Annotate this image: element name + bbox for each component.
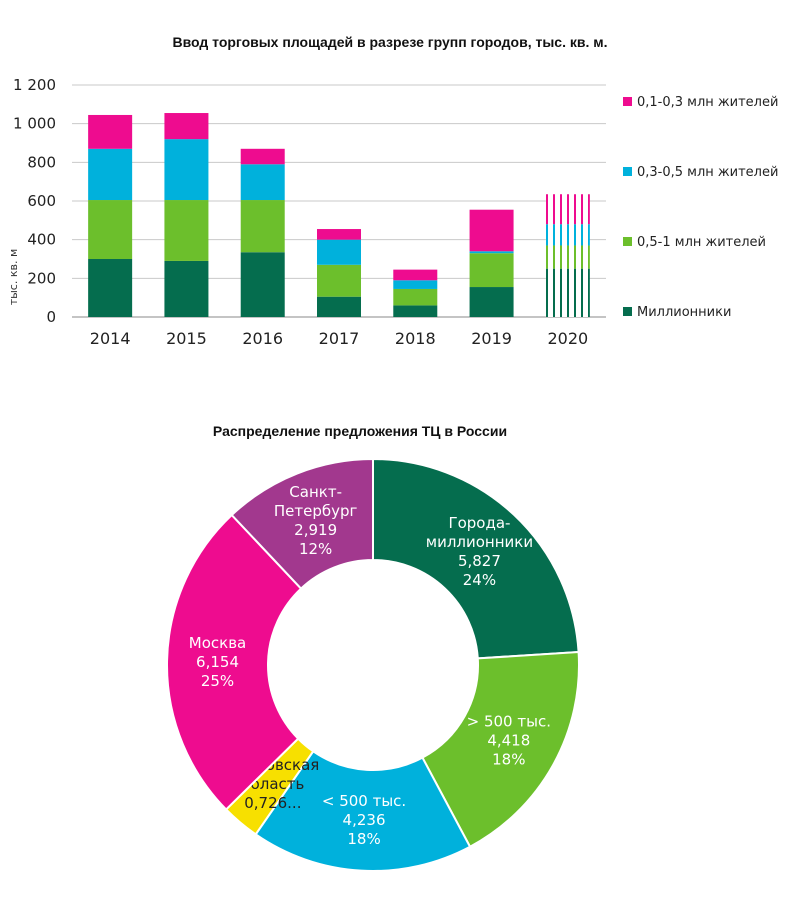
slice-label: миллионники — [426, 533, 533, 551]
x-tick-label: 2018 — [395, 329, 436, 348]
y-tick-label: 1 200 — [13, 76, 56, 94]
slice-percent: 12% — [299, 540, 332, 558]
y-tick-label: 1 000 — [13, 115, 56, 133]
legend-swatch — [623, 97, 632, 106]
slice-label: Санкт- — [289, 483, 342, 501]
bar-segment — [240, 164, 285, 201]
bar-segment — [88, 259, 133, 317]
legend-label: 0,3-0,5 млн жителей — [637, 165, 778, 180]
slice-percent: 18% — [347, 830, 380, 848]
legend-label: Миллионники — [637, 305, 731, 320]
slice-label: Петербург — [274, 502, 358, 520]
bar-segment — [393, 305, 438, 317]
x-tick-label: 2016 — [242, 329, 283, 348]
bar-segment — [545, 224, 590, 246]
y-tick-label: 400 — [27, 231, 56, 249]
bar-segment — [317, 229, 361, 240]
y-tick-label: 0 — [46, 308, 56, 326]
slice-value: 5,827 — [458, 552, 501, 570]
bar-segment — [164, 139, 209, 201]
legend-swatch — [623, 307, 632, 316]
y-tick-label: 800 — [27, 153, 56, 171]
donut-chart-title: Распределение предложения ТЦ в России — [212, 423, 508, 439]
donut-slice — [166, 513, 303, 811]
stacked-bar-chart: 0 200 400 600 800 1 000 1 200 тыс. кв. м 2014 201… — [7, 76, 778, 348]
bar-segment — [240, 148, 285, 165]
bar-segment — [469, 209, 514, 252]
bar-segment — [164, 260, 209, 317]
legend-swatch — [623, 167, 632, 176]
bar-segment — [393, 280, 438, 289]
slice-value: 6,154 — [196, 653, 239, 671]
bar-segment — [317, 296, 361, 317]
bar-segment — [240, 252, 285, 317]
y-tick-label: 200 — [27, 269, 56, 287]
bar-segment — [88, 148, 133, 201]
slice-value: 4,418 — [487, 732, 530, 750]
legend-label: 0,5-1 млн жителей — [637, 235, 766, 250]
bar-segment — [469, 287, 514, 317]
bar-segment — [545, 194, 590, 225]
y-axis-label: тыс. кв. м — [7, 249, 20, 306]
slice-label: Москва — [189, 634, 246, 652]
bar-segment — [545, 245, 590, 269]
bar-segment — [469, 251, 514, 254]
bar-segment — [164, 113, 209, 140]
bar-segment — [469, 253, 514, 288]
legend-swatch — [623, 237, 632, 246]
bar-segment — [545, 268, 590, 317]
bar-segment — [164, 200, 209, 261]
slice-value: 0,726... — [244, 794, 301, 812]
legend-label: 0,1-0,3 млн жителей — [637, 95, 778, 110]
bar-segment — [393, 288, 438, 306]
slice-label: Города- — [448, 514, 510, 532]
y-tick-label: 600 — [27, 192, 56, 210]
bar-segment — [240, 200, 285, 253]
slice-label: < 500 тыс. — [322, 792, 406, 810]
slice-percent: 24% — [463, 571, 496, 589]
slice-value: 2,919 — [294, 521, 337, 539]
bar-segment — [88, 200, 133, 259]
bar-segment — [88, 114, 133, 149]
slice-label: > 500 тыс. — [467, 713, 551, 731]
x-tick-label: 2015 — [166, 329, 207, 348]
donut-slice — [254, 749, 472, 872]
x-tick-label: 2014 — [90, 329, 131, 348]
donut-slice — [372, 457, 580, 660]
x-tick-label: 2020 — [547, 329, 588, 348]
bar-segment — [393, 269, 438, 281]
bar-segment — [317, 239, 361, 265]
donut-slice — [230, 457, 374, 590]
bar-segment — [317, 264, 361, 297]
bar-chart-title: Ввод торговых площадей в разрезе групп г… — [172, 34, 608, 50]
x-tick-label: 2017 — [319, 329, 360, 348]
slice-percent: 18% — [492, 751, 525, 769]
slice-value: 4,236 — [343, 811, 386, 829]
slice-percent: 25% — [201, 672, 234, 690]
x-tick-label: 2019 — [471, 329, 512, 348]
donut-slice — [421, 650, 580, 849]
